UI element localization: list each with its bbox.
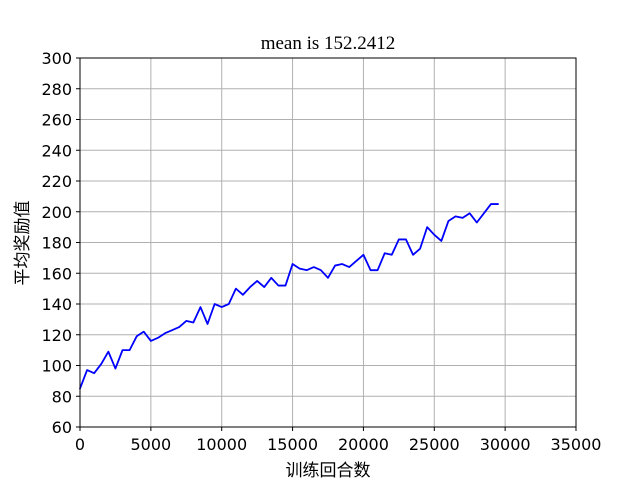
x-tick-label: 20000 [338,435,389,454]
x-tick-label: 25000 [409,435,460,454]
x-tick-label: 30000 [480,435,531,454]
x-tick-label: 0 [75,435,85,454]
y-tick-label: 200 [41,203,72,222]
x-tick-label: 15000 [267,435,318,454]
series-line [79,203,499,390]
y-tick-label: 240 [41,141,72,160]
x-axis-ticks: 0 5000 10000 15000 20000 25000 30000 35000 [75,427,602,454]
y-tick-label: 120 [41,326,72,345]
y-tick-label: 260 [41,111,72,130]
y-tick-label: 80 [52,387,72,406]
y-tick-label: 220 [41,172,72,191]
x-tick-label: 10000 [196,435,247,454]
y-axis-label: 平均奖励值 [13,201,33,286]
y-tick-label: 180 [41,234,72,253]
y-tick-label: 280 [41,80,72,99]
y-tick-label: 60 [52,418,72,437]
chart-title: mean is 152.2412 [261,33,396,54]
x-axis-label: 训练回合数 [286,461,371,480]
y-tick-label: 100 [41,357,72,376]
y-tick-label: 140 [41,295,72,314]
y-tick-label: 300 [41,49,72,68]
x-tick-label: 5000 [130,435,171,454]
x-tick-label: 35000 [551,435,602,454]
y-axis-ticks: 60 80 100 120 140 160 180 200 220 240 260 280 300 [41,49,80,437]
y-tick-label: 160 [41,264,72,283]
